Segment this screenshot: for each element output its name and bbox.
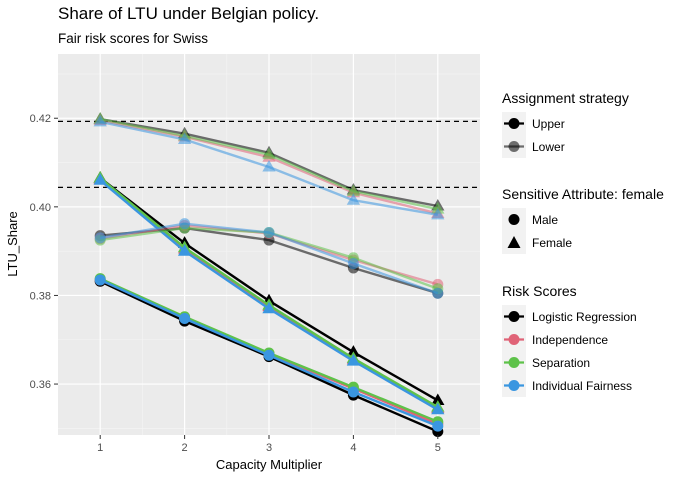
data-point [263, 349, 275, 361]
data-point [346, 184, 361, 196]
legend-key-lower [502, 135, 526, 158]
legend-label: Lower [532, 139, 565, 154]
data-point [262, 301, 276, 314]
x-tick-label: 1 [97, 442, 103, 454]
series-group [93, 114, 445, 220]
x-tick-label: 4 [350, 442, 356, 454]
legend-item: Upper [502, 112, 629, 135]
legend-item: Logistic Regression [502, 305, 637, 328]
legend-risk-scores: Risk Scores Logistic Regression Independ… [502, 283, 637, 397]
legend-key-male [502, 208, 526, 231]
legend-key-logistic-regression [502, 305, 526, 328]
data-point [93, 173, 107, 185]
legend-title: Sensitive Attribute: female [502, 186, 664, 202]
y-tick-label: 0.38 [30, 290, 51, 302]
x-tick-label: 5 [435, 442, 441, 454]
data-point [431, 207, 445, 220]
legend-label: Logistic Regression [532, 309, 637, 324]
legend-title: Risk Scores [502, 283, 577, 299]
y-tick-label: 0.36 [30, 379, 51, 391]
x-tick-label: 3 [266, 442, 272, 454]
legend-item: Individual Fairness [502, 374, 637, 397]
axes: 0.36 0.38 0.40 0.42 1 2 3 4 5 [30, 113, 441, 454]
data-point [431, 393, 445, 405]
data-point [179, 218, 191, 230]
legend-label: Upper [532, 116, 565, 131]
legend-key-upper [502, 112, 526, 135]
legend-label: Male [532, 212, 559, 227]
series-group [94, 274, 444, 432]
series-layer [93, 112, 445, 437]
legend-key-female [502, 231, 526, 254]
data-point [177, 244, 192, 256]
data-point [94, 232, 106, 244]
legend-label: Independence [532, 332, 609, 347]
legend-assignment-strategy: Assignment strategy Upper Lower [502, 90, 629, 158]
y-tick-label: 0.40 [30, 202, 51, 214]
data-point [93, 114, 107, 127]
legend-sensitive-attribute: Sensitive Attribute: female Male Female [502, 186, 664, 254]
legend-key-individual-fairness [502, 374, 526, 397]
x-axis-label: Capacity Multiplier [216, 457, 323, 472]
legend-item: Separation [502, 351, 637, 374]
chart-subtitle: Fair risk scores for Swiss [58, 31, 209, 46]
data-point [177, 132, 192, 145]
data-point [346, 345, 361, 357]
legend-item: Female [502, 231, 664, 254]
data-point [431, 402, 445, 415]
chart-title: Share of LTU under Belgian policy. [58, 4, 320, 23]
legend-label: Separation [532, 355, 591, 370]
data-point [346, 193, 361, 205]
data-point [347, 258, 359, 270]
y-axis-label: LTU_Share [5, 211, 20, 277]
legend-item: Male [502, 208, 664, 231]
legend-label: Individual Fairness [532, 378, 633, 393]
series-group [94, 218, 444, 299]
reference-lines [58, 120, 480, 189]
legend-title: Assignment strategy [502, 90, 629, 106]
legend-item: Lower [502, 135, 629, 158]
data-point [263, 227, 275, 239]
data-point [347, 386, 359, 398]
legend-item: Independence [502, 328, 637, 351]
data-point [262, 159, 276, 172]
legend-label: Female [532, 235, 573, 250]
data-point [346, 354, 361, 366]
legend-key-separation [502, 351, 526, 374]
data-point [262, 147, 276, 160]
data-point [432, 420, 444, 432]
data-point [94, 274, 106, 286]
data-point [432, 287, 444, 299]
y-tick-label: 0.42 [30, 113, 51, 125]
data-point [179, 312, 191, 324]
x-tick-label: 2 [182, 442, 188, 454]
legend-key-independence [502, 328, 526, 351]
